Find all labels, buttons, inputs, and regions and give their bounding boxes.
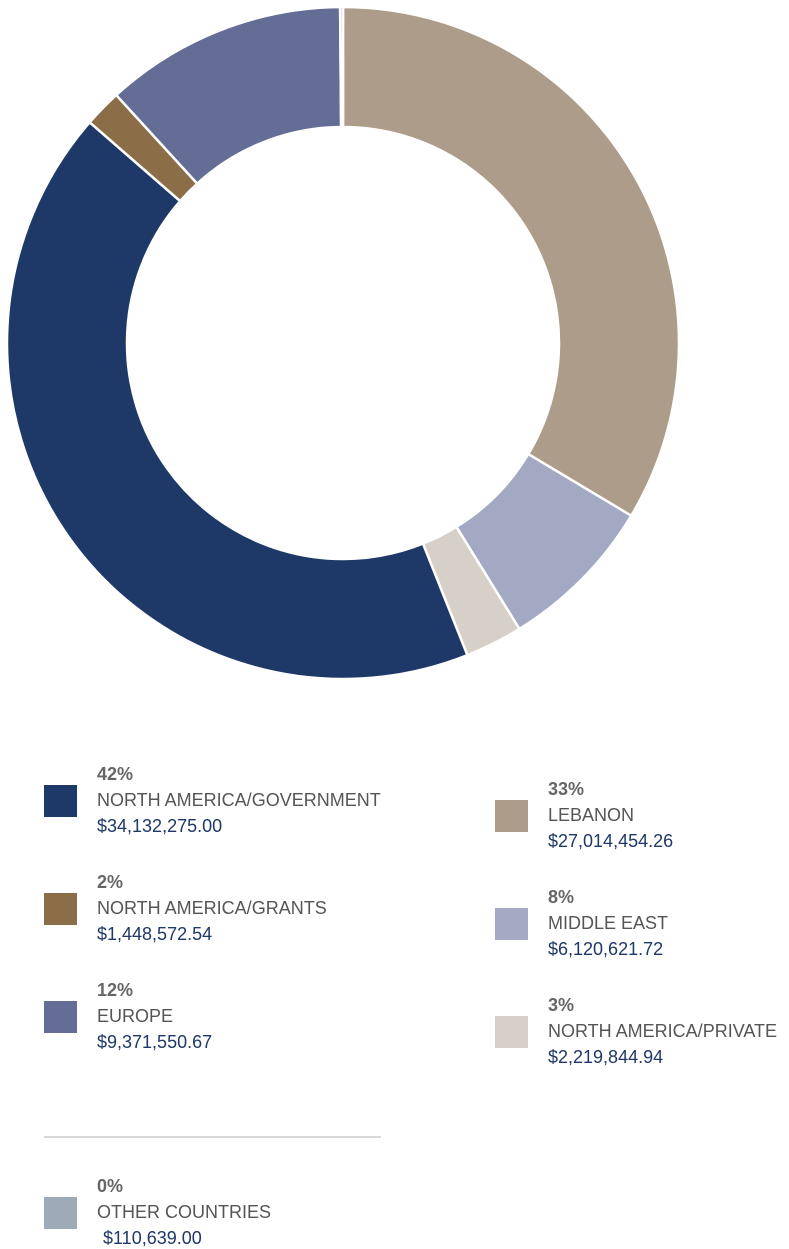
legend-percent: 0% bbox=[97, 1176, 123, 1196]
legend-percent: 12% bbox=[97, 980, 133, 1000]
legend-amount: $34,132,275.00 bbox=[97, 816, 222, 836]
legend-percent: 3% bbox=[548, 995, 574, 1015]
legend-percent: 42% bbox=[97, 764, 133, 784]
legend-name: NORTH AMERICA/GRANTS bbox=[97, 898, 327, 918]
legend-name: EUROPE bbox=[97, 1006, 173, 1026]
legend-amount: $6,120,621.72 bbox=[548, 939, 663, 959]
legend-amount: $1,448,572.54 bbox=[97, 924, 212, 944]
legend-name: OTHER COUNTRIES bbox=[97, 1202, 271, 1222]
legend-swatch bbox=[44, 1001, 77, 1033]
legend-swatch bbox=[495, 1016, 528, 1048]
legend-percent: 8% bbox=[548, 887, 574, 907]
legend-amount: $9,371,550.67 bbox=[97, 1032, 212, 1052]
legend-swatch bbox=[495, 908, 528, 940]
legend-swatch bbox=[44, 1197, 77, 1229]
donut-slice bbox=[341, 5, 681, 518]
legend-amount: $110,639.00 bbox=[103, 1228, 202, 1248]
legend-swatch bbox=[44, 893, 77, 925]
legend-swatch bbox=[495, 800, 528, 832]
legend-name: LEBANON bbox=[548, 805, 634, 825]
legend-name: MIDDLE EAST bbox=[548, 913, 668, 933]
donut-slice bbox=[338, 5, 345, 129]
legend-amount: $2,219,844.94 bbox=[548, 1047, 663, 1067]
donut-slice bbox=[5, 120, 470, 681]
legend-name: NORTH AMERICA/PRIVATE bbox=[548, 1021, 777, 1041]
legend-swatch bbox=[44, 785, 77, 817]
legend-amount: $27,014,454.26 bbox=[548, 831, 673, 851]
legend-percent: 33% bbox=[548, 779, 584, 799]
legend-name: NORTH AMERICA/GOVERNMENT bbox=[97, 790, 381, 810]
legend-percent: 2% bbox=[97, 872, 123, 892]
